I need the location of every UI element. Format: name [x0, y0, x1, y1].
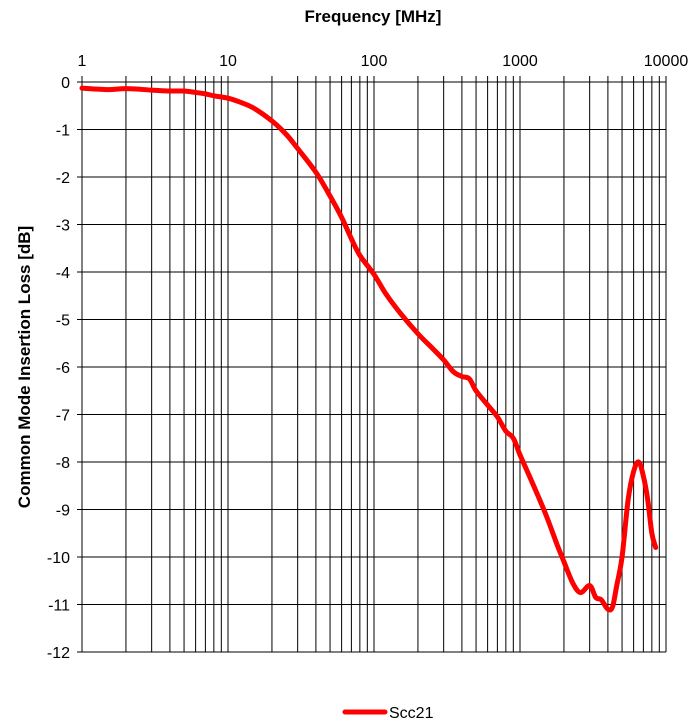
y-tick-label: -8 — [56, 455, 70, 472]
y-tick-label: -5 — [56, 313, 70, 330]
x-axis-title: Frequency [MHz] — [305, 7, 442, 26]
x-tick-label: 10000 — [644, 53, 689, 70]
y-tick-label: -1 — [56, 123, 70, 140]
legend-label-scc21: Scc21 — [389, 705, 434, 722]
x-tick-labels: 1 10 100 1000 10000 — [78, 53, 689, 70]
grid — [77, 76, 667, 653]
y-tick-label: -9 — [56, 503, 70, 520]
y-tick-label: -3 — [56, 218, 70, 235]
y-tick-label: -4 — [56, 265, 70, 282]
y-tick-labels: 0 -1 -2 -3 -4 -5 -6 -7 -8 -9 -10 -11 -12 — [47, 75, 70, 662]
y-tick-label: -12 — [47, 645, 70, 662]
series-line-scc21 — [79, 85, 659, 613]
y-axis-title: Common Mode Insertion Loss [dB] — [15, 226, 34, 508]
y-tick-label: -11 — [48, 598, 70, 615]
x-tick-label: 10 — [219, 53, 237, 70]
x-tick-label: 1 — [78, 53, 87, 70]
y-tick-label: -7 — [56, 408, 70, 425]
x-tick-label: 1000 — [502, 53, 538, 70]
y-tick-label: -6 — [56, 360, 70, 377]
y-tick-label: -2 — [56, 170, 70, 187]
y-tick-label: -10 — [47, 550, 70, 567]
y-tick-label: 0 — [61, 75, 70, 92]
legend: Scc21 — [342, 705, 434, 722]
series-layer — [79, 85, 659, 613]
x-tick-label: 100 — [361, 53, 388, 70]
